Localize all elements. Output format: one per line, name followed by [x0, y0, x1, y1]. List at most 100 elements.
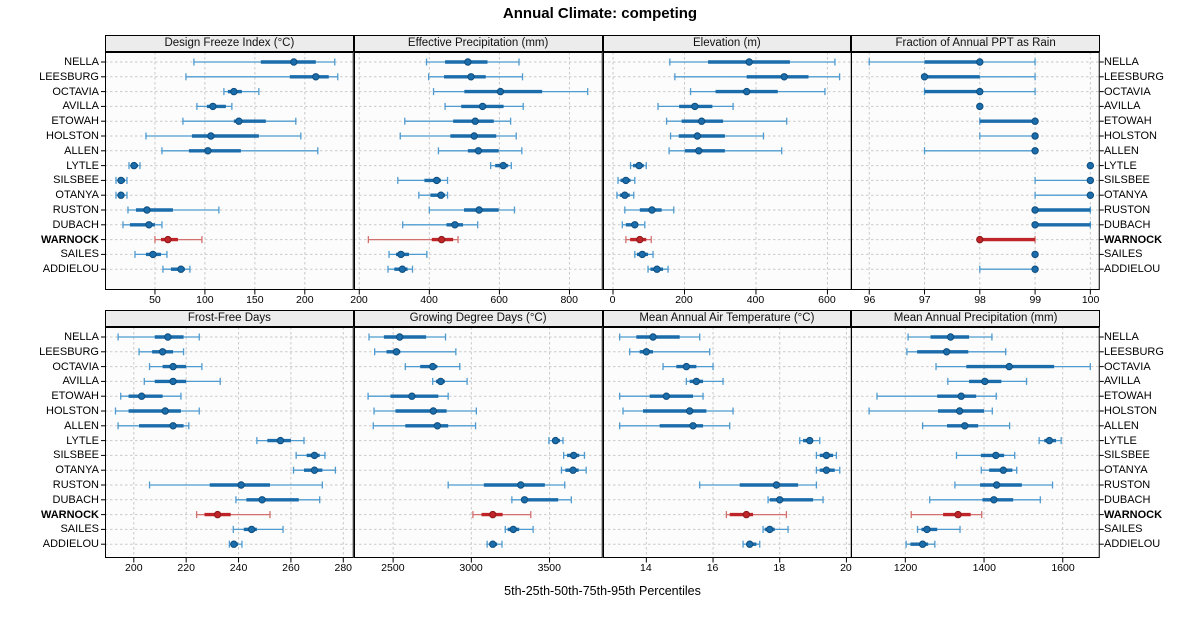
- series-allen: [117, 422, 190, 430]
- station-label-left-silsbee: SILSBEE: [53, 449, 99, 462]
- median-dot: [693, 132, 701, 140]
- median-dot: [652, 265, 661, 273]
- median-dot: [642, 348, 650, 356]
- series-leesburg: [628, 348, 710, 356]
- series-sailes: [1031, 250, 1040, 259]
- median-dot: [1086, 176, 1095, 185]
- station-label-right-ruston: RUSTON: [1104, 204, 1151, 216]
- station-label-right-warnock: WARNOCK: [1104, 508, 1163, 521]
- median-dot: [213, 510, 222, 519]
- panel-border: [602, 327, 852, 558]
- median-dot: [230, 87, 238, 96]
- series-avilla: [143, 377, 221, 386]
- station-label-right-silsbee: SILSBEE: [1104, 449, 1150, 462]
- series-ruston: [127, 206, 220, 214]
- strip-mean-annual-precipitation-mm: Mean Annual Precipitation (mm): [851, 310, 1100, 327]
- series-otanya: [1034, 191, 1095, 199]
- station-label-right-sailes: SAILES: [1104, 248, 1143, 261]
- station-label-left-dubach: DUBACH: [52, 218, 99, 231]
- series-dubach: [122, 221, 163, 229]
- x-tick-label: 1200: [893, 562, 918, 574]
- station-label-right-sailes: SAILES: [1104, 523, 1143, 536]
- series-dubach: [766, 496, 824, 504]
- median-dot: [169, 422, 177, 430]
- median-dot: [551, 436, 559, 445]
- panel-border: [602, 52, 852, 290]
- median-dot: [921, 73, 929, 81]
- station-label-left-octavia: OCTAVIA: [52, 85, 99, 98]
- panel-border: [851, 327, 1100, 558]
- series-otanya: [417, 191, 448, 199]
- median-dot: [1031, 221, 1040, 229]
- median-dot: [772, 481, 780, 489]
- series-sailes: [761, 525, 789, 534]
- series-etowah: [979, 117, 1040, 125]
- median-dot: [164, 333, 172, 341]
- series-leesburg: [185, 73, 339, 81]
- series-lytle: [1038, 436, 1063, 445]
- x-tick-label: 240: [229, 562, 248, 574]
- x-tick-label: 98: [974, 294, 986, 306]
- series-nella: [618, 333, 700, 341]
- median-dot: [648, 333, 657, 341]
- median-dot: [1086, 161, 1095, 170]
- series-avilla: [444, 102, 524, 111]
- series-dubach: [1031, 221, 1092, 229]
- median-dot: [237, 481, 245, 489]
- series-holston: [868, 407, 994, 415]
- median-dot: [621, 176, 630, 185]
- series-warnock: [624, 235, 652, 244]
- median-dot: [961, 422, 969, 430]
- x-tick-label: 96: [863, 294, 876, 306]
- median-dot: [635, 235, 644, 244]
- series-otanya: [115, 191, 128, 199]
- station-label-right-ruston: RUSTON: [1104, 479, 1151, 491]
- x-tick-label: 400: [420, 294, 438, 306]
- median-dot: [247, 525, 256, 534]
- station-label-right-etowah: ETOWAH: [1104, 115, 1152, 128]
- median-dot: [1031, 250, 1040, 259]
- series-sailes: [633, 250, 654, 259]
- series-nella: [117, 333, 200, 341]
- series-ruston: [623, 206, 674, 214]
- strip-elevation-m: Elevation (m): [602, 35, 852, 52]
- strip-mean-annual-air-temperature-c: Mean Annual Air Temperature (°C): [602, 310, 852, 327]
- median-dot: [692, 377, 700, 386]
- strip-effective-precipitation-mm: Effective Precipitation (mm): [353, 35, 603, 52]
- median-dot: [1045, 436, 1054, 445]
- station-label-left-leesburg: LEESBURG: [39, 70, 99, 83]
- median-dot: [775, 496, 783, 504]
- median-dot: [742, 87, 750, 96]
- station-label-right-nella: NELLA: [1104, 56, 1139, 68]
- median-dot: [149, 250, 157, 259]
- median-dot: [822, 466, 830, 474]
- median-dot: [976, 87, 984, 96]
- median-dot: [392, 348, 400, 356]
- median-dot: [943, 348, 951, 356]
- median-dot: [569, 466, 577, 474]
- series-lytle: [1086, 161, 1095, 170]
- series-leesburg: [427, 73, 523, 81]
- median-dot: [685, 407, 693, 415]
- x-tick-label: 200: [675, 294, 693, 306]
- series-ruston: [428, 206, 515, 214]
- median-dot: [143, 206, 151, 214]
- station-label-left-warnock: WARNOCK: [40, 508, 99, 521]
- series-etowah: [876, 392, 998, 400]
- station-label-left-octavia: OCTAVIA: [52, 360, 99, 373]
- series-holston: [145, 132, 302, 140]
- series-ruston: [447, 481, 566, 489]
- station-label-left-holston: HOLSTON: [46, 405, 99, 417]
- series-octavia: [661, 362, 714, 371]
- series-holston: [621, 407, 734, 415]
- station-label-right-etowah: ETOWAH: [1104, 390, 1152, 403]
- median-dot: [634, 161, 643, 170]
- series-sailes: [134, 250, 168, 259]
- x-tick-label: 100: [1081, 294, 1100, 306]
- median-dot: [470, 132, 478, 140]
- series-ruston: [698, 481, 817, 489]
- station-label-left-sailes: SAILES: [60, 248, 99, 261]
- station-label-right-otanya: OTANYA: [1104, 464, 1148, 477]
- median-dot: [474, 147, 482, 155]
- median-dot: [164, 235, 172, 244]
